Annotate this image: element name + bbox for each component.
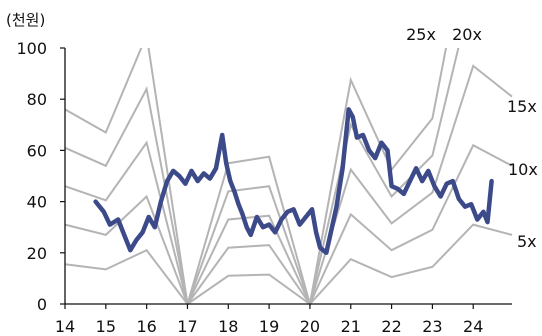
y-tick-label: 40 <box>27 193 47 212</box>
x-tick-label: 23 <box>422 317 442 336</box>
y-tick-label: 100 <box>16 39 47 58</box>
y-tick-label: 60 <box>27 141 47 160</box>
axes-layer: 0 20 40 60 80 100 14 15 16 17 18 19 20 21 22 23 24 <box>16 39 512 336</box>
x-tick-label: 19 <box>259 317 279 336</box>
x-tick-label: 15 <box>96 317 116 336</box>
y-tick-label: 80 <box>27 90 47 109</box>
band-label-25x: 25x <box>406 25 436 44</box>
price-line-layer <box>93 107 494 256</box>
x-tick-label: 22 <box>381 317 401 336</box>
x-tick-label: 17 <box>177 317 197 336</box>
band-line-10x <box>64 143 513 306</box>
band-lines-layer <box>64 48 513 306</box>
band-label-20x: 20x <box>452 25 482 44</box>
y-tick-label: 20 <box>27 244 47 263</box>
band-label-10x: 10x <box>508 160 538 179</box>
band-label-15x: 15x <box>507 97 537 116</box>
x-tick-label: 16 <box>136 317 156 336</box>
y-axis-unit-label: (천원) <box>6 11 45 29</box>
band-line-5x <box>64 223 513 306</box>
band-labels-layer: 25x 20x 15x 10x 5x <box>406 25 538 251</box>
band-line-15x <box>64 64 513 306</box>
x-tick-label: 20 <box>300 317 320 336</box>
band-label-5x: 5x <box>517 232 537 251</box>
x-tick-label: 18 <box>218 317 238 336</box>
band-line-25x <box>64 48 448 305</box>
x-tick-label: 14 <box>55 317 75 336</box>
band-line-20x <box>64 48 460 306</box>
price-line <box>93 107 494 256</box>
y-tick-label: 0 <box>37 295 47 314</box>
x-tick-label: 21 <box>341 317 361 336</box>
x-tick-label: 24 <box>463 317 483 336</box>
